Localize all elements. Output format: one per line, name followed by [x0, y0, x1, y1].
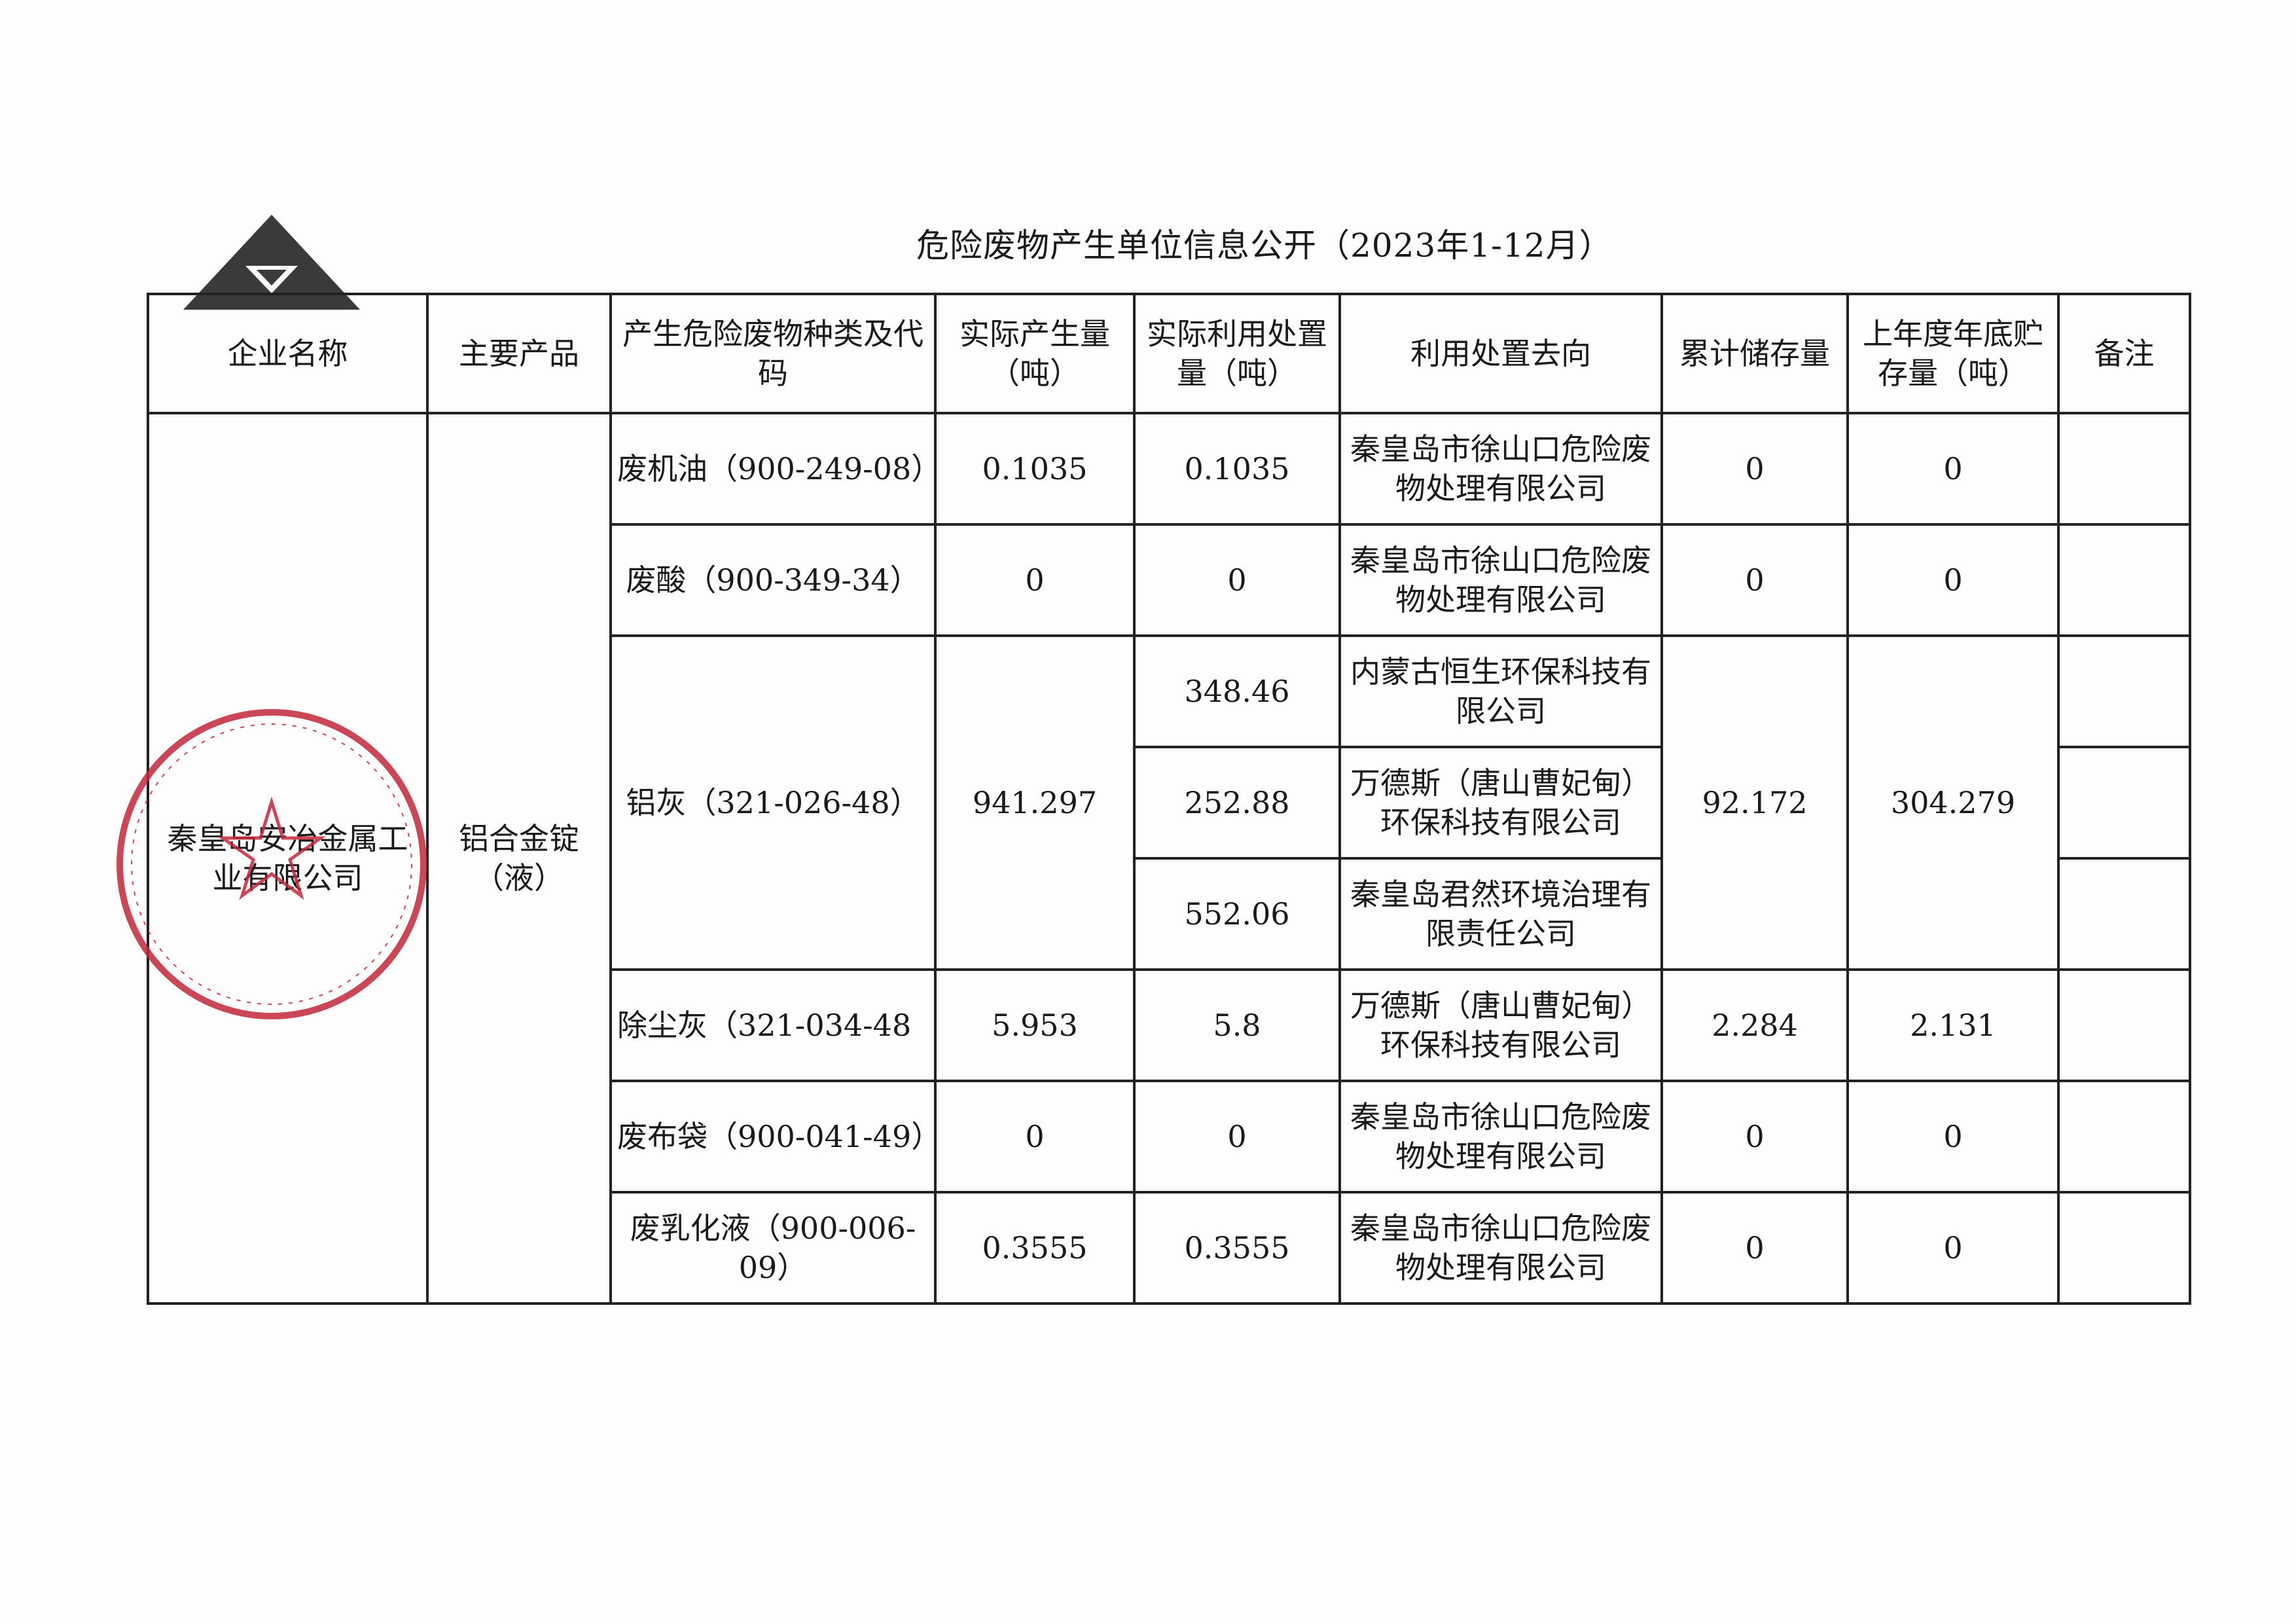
- header-remark: 备注: [2057, 293, 2191, 414]
- table-row: 废酸（900-349-34） 0 0 秦皇岛市徐山口危险废物处理有限公司 0 0: [148, 523, 2191, 637]
- utilized: 348.46: [1133, 634, 1341, 748]
- table-subrow: 252.88 万德斯（唐山曹妃甸）环保科技有限公司: [148, 746, 2191, 860]
- waste-type: 除尘灰（321-034-48: [609, 968, 937, 1082]
- remark: [2057, 857, 2191, 971]
- table-row: 废乳化液（900-006-09） 0.3555 0.3555 秦皇岛市徐山口危险…: [148, 1191, 2191, 1305]
- table-subrow: 552.06 秦皇岛君然环境治理有限责任公司: [148, 857, 2191, 971]
- remark: [2057, 1191, 2191, 1305]
- remark: [2057, 1080, 2191, 1194]
- company-name: 秦皇岛安冶金属工业有限公司: [147, 412, 429, 1305]
- utilized: 5.8: [1133, 968, 1341, 1082]
- produced: 0.1035: [934, 412, 1136, 526]
- destination: 内蒙古恒生环保科技有限公司: [1338, 634, 1663, 748]
- header-row: 企业名称 主要产品 产生危险废物种类及代码 实际产生量（吨） 实际利用处置量（吨…: [147, 293, 2191, 414]
- destination: 万德斯（唐山曹妃甸）环保科技有限公司: [1338, 746, 1663, 860]
- main-product: 铝合金锭（液）: [426, 412, 612, 1305]
- produced: 0: [934, 1080, 1136, 1194]
- waste-type: 铝灰（321-026-48）: [609, 634, 937, 971]
- table-row: 废布袋（900-041-49） 0 0 秦皇岛市徐山口危险废物处理有限公司 0 …: [148, 1080, 2191, 1194]
- header-storage: 累计储存量: [1660, 293, 1849, 414]
- destination: 万德斯（唐山曹妃甸）环保科技有限公司: [1338, 968, 1663, 1082]
- remark: [2057, 634, 2191, 748]
- remark: [2057, 746, 2191, 860]
- utilized: 252.88: [1133, 746, 1341, 860]
- remark: [2057, 523, 2191, 637]
- header-prev-storage: 上年度年底贮存量（吨）: [1846, 293, 2060, 414]
- utilized: 0: [1133, 523, 1341, 637]
- produced: 941.297: [934, 634, 1136, 971]
- table-row: 铝灰（321-026-48） 941.297 348.46 内蒙古恒生环保科技有…: [148, 634, 2191, 971]
- waste-type: 废布袋（900-041-49）: [609, 1080, 937, 1194]
- hazardous-waste-table: 企业名称 主要产品 产生危险废物种类及代码 实际产生量（吨） 实际利用处置量（吨…: [147, 293, 2191, 1305]
- header-product: 主要产品: [426, 293, 612, 414]
- prev-storage: 304.279: [1846, 634, 2060, 971]
- prev-storage: 0: [1846, 412, 2060, 526]
- waste-type: 废机油（900-249-08）: [609, 412, 937, 526]
- header-destination: 利用处置去向: [1338, 293, 1663, 414]
- produced: 0: [934, 523, 1136, 637]
- utilized: 0: [1133, 1080, 1341, 1194]
- storage: 0: [1660, 412, 1849, 526]
- storage: 0: [1660, 1191, 1849, 1305]
- prev-storage: 0: [1846, 1191, 2060, 1305]
- storage: 92.172: [1660, 634, 1849, 971]
- header-company: 企业名称: [147, 293, 429, 414]
- utilized: 552.06: [1133, 857, 1341, 971]
- header-produced: 实际产生量（吨）: [934, 293, 1136, 414]
- destination: 秦皇岛君然环境治理有限责任公司: [1338, 857, 1663, 971]
- destination: 秦皇岛市徐山口危险废物处理有限公司: [1338, 1080, 1663, 1194]
- storage: 0: [1660, 1080, 1849, 1194]
- table-row: 除尘灰（321-034-48 5.953 5.8 万德斯（唐山曹妃甸）环保科技有…: [148, 968, 2191, 1082]
- destination: 秦皇岛市徐山口危险废物处理有限公司: [1338, 523, 1663, 637]
- destination: 秦皇岛市徐山口危险废物处理有限公司: [1338, 1191, 1663, 1305]
- header-utilized: 实际利用处置量（吨）: [1133, 293, 1341, 414]
- page-title: 危险废物产生单位信息公开（2023年1-12月）: [916, 227, 1613, 264]
- prev-storage: 0: [1846, 523, 2060, 637]
- company-logo-icon: [183, 215, 360, 310]
- remark: [2057, 412, 2191, 526]
- waste-type: 废乳化液（900-006-09）: [609, 1191, 937, 1305]
- remark: [2057, 968, 2191, 1082]
- produced: 0.3555: [934, 1191, 1136, 1305]
- storage: 2.284: [1660, 968, 1849, 1082]
- header-waste-type: 产生危险废物种类及代码: [609, 293, 937, 414]
- waste-type: 废酸（900-349-34）: [609, 523, 937, 637]
- utilized: 0.3555: [1133, 1191, 1341, 1305]
- produced: 5.953: [934, 968, 1136, 1082]
- destination: 秦皇岛市徐山口危险废物处理有限公司: [1338, 412, 1663, 526]
- utilized: 0.1035: [1133, 412, 1341, 526]
- table-row: 秦皇岛安冶金属工业有限公司 铝合金锭（液） 废机油（900-249-08） 0.…: [147, 412, 2191, 1305]
- prev-storage: 2.131: [1846, 968, 2060, 1082]
- prev-storage: 0: [1846, 1080, 2060, 1194]
- storage: 0: [1660, 523, 1849, 637]
